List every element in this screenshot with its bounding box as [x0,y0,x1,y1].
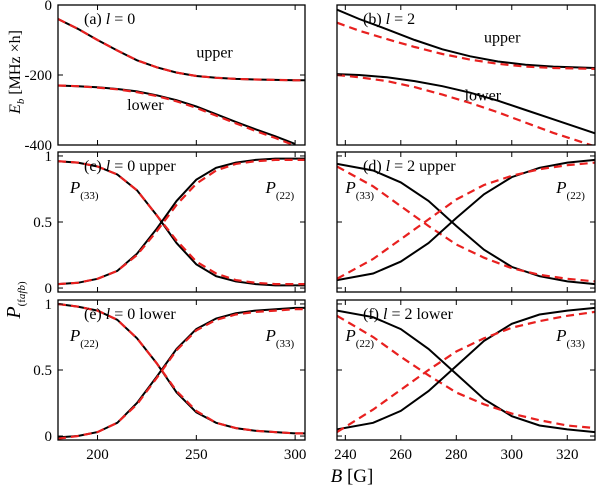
series-a-1-dashed [58,18,305,82]
xtick-label-f: 300 [501,447,524,463]
annotation-probability: P(33) [555,326,585,350]
annotation-probability: P(33) [344,178,374,202]
panel-a: -400 -200 0 (a) l = 0 upper lower [25,0,306,154]
xtick-label-e: 300 [284,447,307,463]
panel-label-f: (f) l = 2 lower [363,306,454,323]
series-f-3-dashed [337,310,595,434]
series-f-0-solid [337,309,595,434]
series-a-2-solid [58,84,296,145]
ytick-label-e: 0.5 [33,363,52,379]
series-d-0-solid [337,162,595,286]
xtick-label-f: 280 [445,447,468,463]
panel-label-e: (e) l = 0 lower [84,306,176,323]
series-b-1-dashed [337,21,595,70]
ytick-label-a: 0 [45,0,53,14]
panel-e: 0 0.5 1 200 250 300 (e) l = 0 lower P(22) P(33) [33,297,306,463]
ytick-label-a: -400 [25,138,53,154]
series-b-3-dashed [337,73,595,145]
series-b-0-solid [337,8,595,69]
ylabel-bottom: P(fafb) [3,281,28,320]
ytick-label-c: 0 [45,281,53,297]
series-c-3-dashed [58,158,305,286]
annotation-upper: upper [484,29,521,46]
annotation-lower: lower [127,97,164,114]
xlabel: B [G] [331,466,374,487]
series-e-1-dashed [58,302,305,435]
panel-label-b: (b) l = 2 [363,11,415,28]
xtick-label-e: 200 [86,447,109,463]
panel-c: 0 0.5 1 (c) l = 0 upper P(33) P(22) [33,149,306,297]
annotation-probability: P(33) [264,326,294,350]
series-b-2-solid [337,73,595,135]
annotation-probability: P(22) [555,178,585,202]
ytick-label-c: 1 [45,149,53,165]
annotation-upper: upper [196,45,233,62]
series-a-3-dashed [58,84,296,145]
annotation-probability: P(22) [264,178,294,202]
panel-label-c: (c) l = 0 upper [84,158,176,175]
series-c-1-dashed [58,160,305,286]
panel-label-a: (a) l = 0 [84,11,135,28]
panel-d: (d) l = 2 upper P(33) P(22) [336,151,596,293]
annotation-probability: P(22) [69,326,99,350]
series-e-0-solid [58,303,305,435]
series-d-2-solid [337,158,595,282]
annotation-probability: P(22) [344,326,374,350]
xtick-label-f: 320 [556,447,579,463]
series-e-3-dashed [58,308,305,440]
xtick-label-f: 260 [390,447,413,463]
annotation-lower: lower [465,88,502,105]
xtick-label-e: 250 [185,447,208,463]
panel-f: 240 260 280 300 320 (f) l = 2 lower P(22) P(33) [334,299,596,463]
annotation-probability: P(33) [69,178,99,202]
ytick-label-e: 1 [45,297,53,313]
series-d-1-dashed [337,165,595,283]
xtick-label-f: 240 [334,447,357,463]
panel-label-d: (d) l = 2 upper [363,158,456,175]
series-f-1-dashed [337,314,595,430]
ytick-label-c: 0.5 [33,215,52,231]
series-d-3-dashed [337,161,595,280]
ytick-label-a: -200 [25,68,53,84]
series-f-2-solid [337,306,595,431]
ylabel-top: Eb [MHz ×h] [7,30,27,115]
panel-b: (b) l = 2 upper lower [336,4,596,146]
series-a-0-solid [58,18,305,82]
ytick-label-e: 0 [45,429,53,445]
